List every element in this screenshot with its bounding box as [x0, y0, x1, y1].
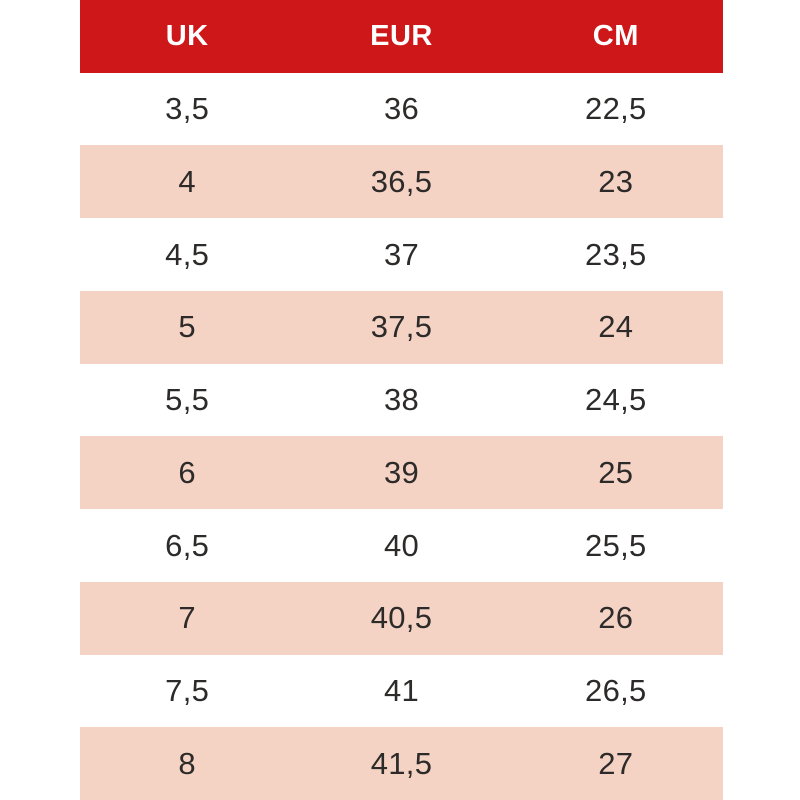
column-header-cm: CM — [592, 19, 639, 52]
table-row: 3,5 36 22,5 — [80, 72, 723, 146]
size-conversion-table: UK EUR CM 3,5 36 22,5 4 36,5 23 4,5 37 23,5 5 37,5… — [80, 0, 723, 800]
table-row: 4,5 37 23,5 — [80, 218, 723, 291]
table-row: 6,5 40 25,5 — [80, 509, 723, 582]
table-row: 8 41,5 27 — [80, 727, 723, 800]
table-cell: 40 — [383, 527, 420, 563]
table-cell: 40,5 — [370, 600, 433, 636]
table-cell: 27 — [598, 745, 634, 781]
table-cell: 6 — [178, 454, 196, 490]
table-row: 6 39 25 — [80, 436, 723, 510]
table-cell: 24,5 — [585, 382, 647, 418]
column-header-eur: EUR — [370, 19, 433, 52]
table-row: 7 40,5 26 — [80, 581, 723, 655]
table-cell: 41,5 — [370, 745, 433, 781]
table-cell: 36,5 — [370, 163, 433, 199]
table-cell: 37 — [383, 236, 420, 272]
table-cell: 7,5 — [165, 672, 210, 708]
table-header-row: UK EUR CM — [80, 0, 723, 73]
table-cell: 22,5 — [585, 91, 647, 127]
table-cell: 6,5 — [165, 527, 210, 563]
table-row: 5,5 38 24,5 — [80, 363, 723, 437]
table-cell: 38 — [383, 382, 420, 418]
table-cell: 23,5 — [585, 236, 647, 272]
table-row: 5 37,5 24 — [80, 290, 723, 364]
table-cell: 26,5 — [585, 672, 647, 708]
table-cell: 41 — [383, 672, 420, 708]
table-cell: 8 — [178, 745, 196, 781]
table-cell: 25,5 — [585, 527, 647, 563]
table-cell: 4 — [178, 163, 196, 199]
table-cell: 5 — [178, 309, 196, 345]
table-row: 7,5 41 26,5 — [80, 654, 723, 728]
table-cell: 39 — [383, 454, 420, 490]
table-cell: 36 — [383, 91, 420, 127]
table-cell: 24 — [598, 309, 634, 345]
table-cell: 7 — [178, 600, 196, 636]
table-cell: 3,5 — [165, 91, 210, 127]
table-cell: 37,5 — [370, 309, 433, 345]
table-row: 4 36,5 23 — [80, 145, 723, 219]
table-cell: 5,5 — [165, 382, 210, 418]
column-header-uk: UK — [165, 19, 209, 52]
table-cell: 4,5 — [165, 236, 210, 272]
table-cell: 25 — [598, 454, 634, 490]
table-cell: 26 — [598, 600, 634, 636]
table-cell: 23 — [598, 163, 634, 199]
